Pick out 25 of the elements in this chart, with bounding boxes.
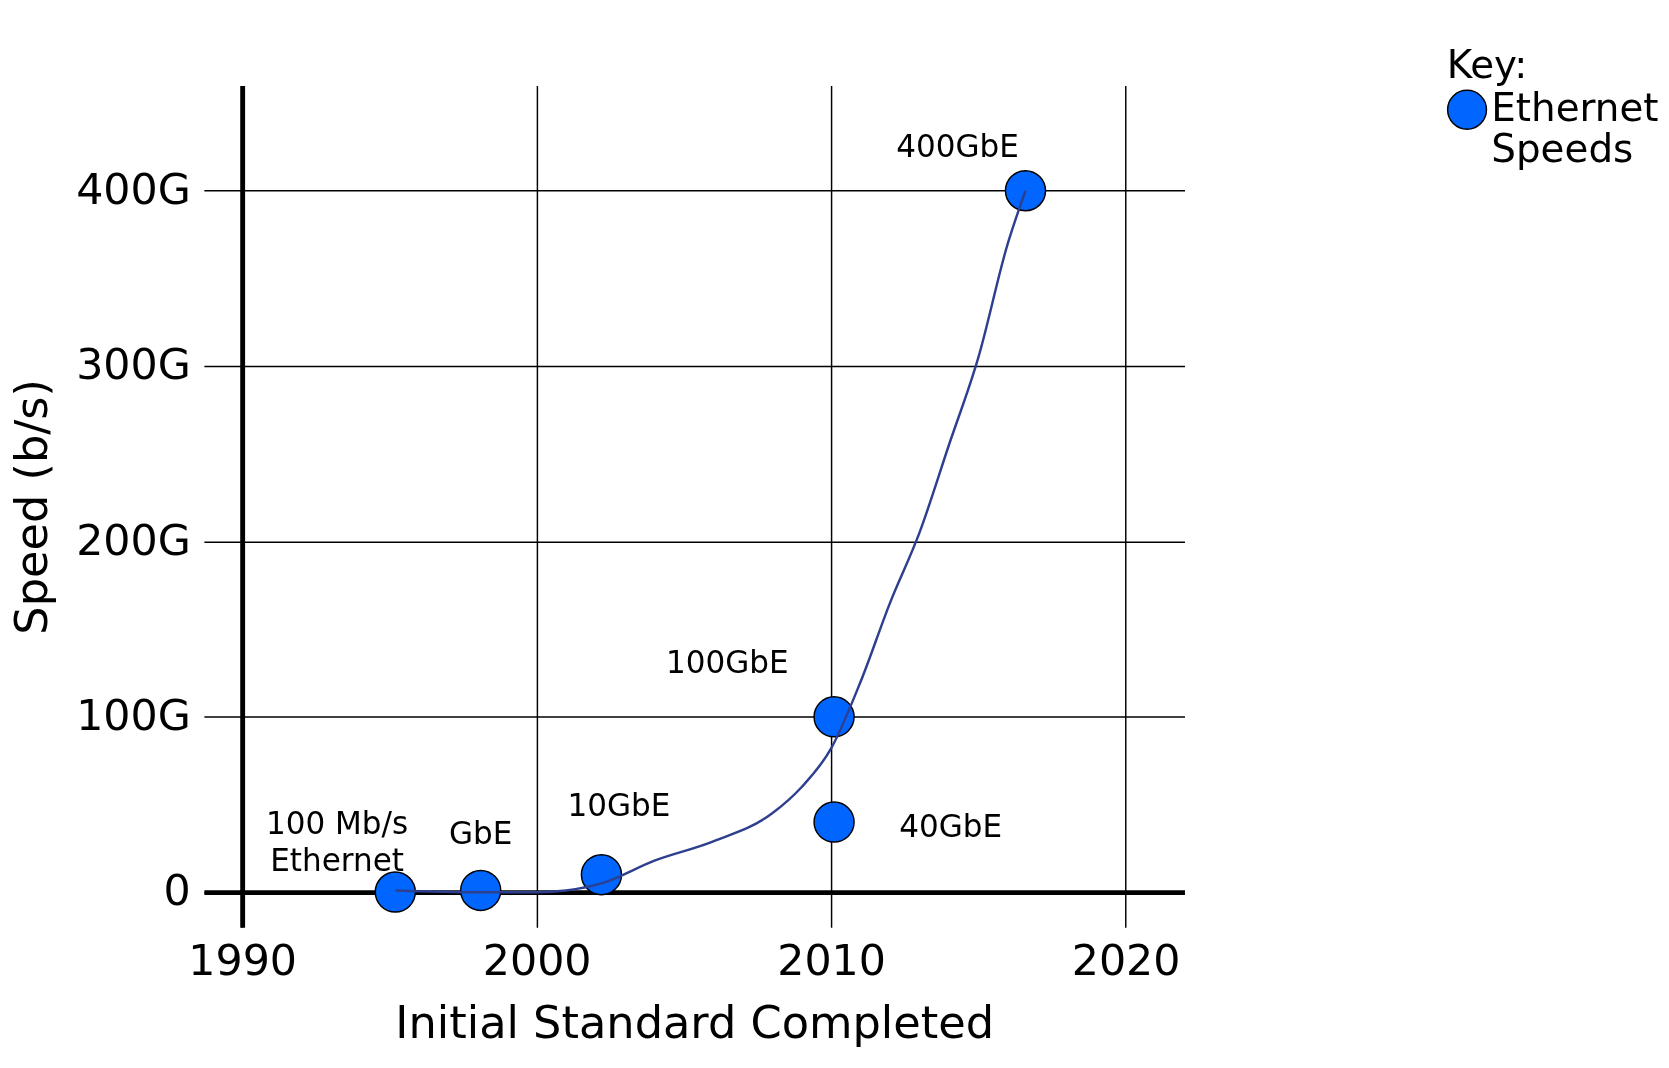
y-tick-label: 300G xyxy=(76,339,191,390)
point xyxy=(459,869,502,912)
y-tick-label: 200G xyxy=(76,514,191,565)
x-tick-label: 2000 xyxy=(482,935,592,986)
point xyxy=(580,853,623,896)
point xyxy=(813,801,855,843)
annotation: 400GbE xyxy=(896,127,1019,164)
annotation: 100 Mb/s Ethernet xyxy=(265,804,409,878)
x-axis-title: Initial Standard Completed xyxy=(395,997,995,1050)
y-axis-title: Speed (b/s) xyxy=(6,379,59,635)
annotation: GbE xyxy=(449,814,513,851)
annotation: 10GbE xyxy=(567,787,671,824)
y-tick-label: 100G xyxy=(76,689,191,740)
point xyxy=(813,696,855,738)
y-tick-label: 400G xyxy=(76,163,191,214)
point xyxy=(1004,170,1047,212)
annotation: 100GbE xyxy=(665,644,789,681)
point xyxy=(374,871,417,913)
legend-title: Key: xyxy=(1446,41,1528,87)
x-tick-label: 2010 xyxy=(777,935,886,986)
y-tick-label: 0 xyxy=(163,865,191,916)
legend-label: Ethernet Speeds xyxy=(1491,85,1659,172)
x-tick-label: 1990 xyxy=(188,935,298,986)
x-tick-label: 2020 xyxy=(1071,935,1181,986)
annotation: 40GbE xyxy=(899,807,1003,844)
